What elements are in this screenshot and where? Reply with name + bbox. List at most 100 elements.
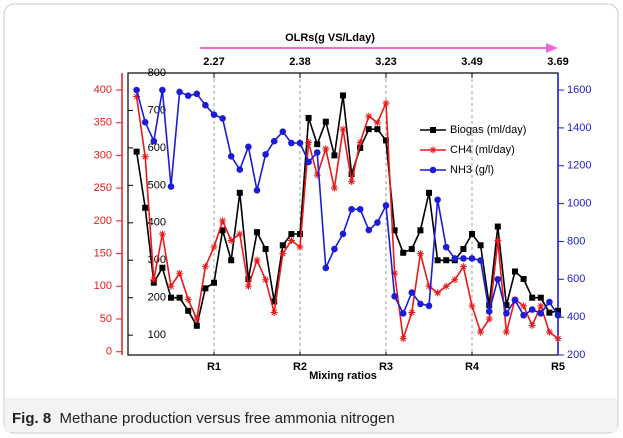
y3-tick-label: 1600	[567, 84, 591, 96]
marker	[133, 93, 141, 101]
marker	[287, 236, 295, 244]
marker	[245, 275, 252, 282]
caption-text: Methane production versus free ammonia n…	[59, 410, 395, 427]
y2-tick-label: 350	[94, 117, 112, 129]
marker	[219, 227, 226, 234]
y3-tick-label: 200	[567, 349, 585, 361]
legend: Biogas (ml/day)CH4 (ml/day)NH3 (g/l)	[420, 124, 526, 176]
marker	[425, 302, 433, 310]
marker	[365, 226, 373, 234]
marker	[167, 282, 175, 290]
marker	[313, 149, 321, 156]
y3-tick-label: 800	[567, 235, 585, 247]
marker	[511, 296, 519, 304]
legend-marker	[429, 146, 437, 154]
marker	[270, 308, 278, 316]
marker	[193, 322, 200, 329]
marker	[554, 335, 562, 343]
marker	[227, 236, 235, 244]
y2-tick-label: 50	[100, 313, 112, 325]
marker	[279, 250, 287, 258]
marker	[288, 231, 295, 238]
marker	[305, 158, 312, 166]
marker	[391, 227, 398, 234]
marker	[236, 230, 244, 238]
x-tick-label: R4	[465, 361, 480, 373]
caption-label: Fig. 8	[12, 410, 52, 427]
marker	[520, 311, 527, 319]
marker	[348, 171, 355, 178]
marker	[168, 294, 174, 301]
marker	[262, 276, 270, 284]
marker	[159, 264, 166, 271]
marker	[391, 269, 399, 277]
plot-frame	[127, 72, 559, 356]
marker	[477, 257, 484, 264]
y3-tick-label: 400	[567, 311, 585, 323]
y-tick-label: 200	[148, 292, 166, 304]
marker	[537, 310, 545, 317]
marker	[330, 184, 338, 192]
marker	[365, 126, 372, 133]
marker	[219, 115, 226, 122]
marker	[296, 243, 304, 251]
marker	[520, 275, 527, 282]
marker	[176, 269, 184, 277]
marker	[373, 119, 381, 127]
marker	[270, 137, 278, 145]
marker	[322, 264, 330, 272]
marker	[520, 302, 528, 310]
marker	[365, 112, 373, 120]
marker	[494, 236, 502, 244]
marker	[348, 178, 356, 186]
y2-tick-label: 100	[94, 280, 112, 292]
marker	[202, 285, 209, 292]
y2-tick-label: 400	[94, 84, 112, 96]
marker	[253, 256, 261, 264]
marker	[374, 219, 381, 226]
marker	[469, 231, 475, 238]
marker	[141, 153, 149, 161]
x-axis-title: Mixing ratios	[309, 370, 377, 382]
marker	[322, 118, 329, 125]
marker	[434, 289, 442, 297]
marker	[400, 249, 407, 256]
marker	[537, 294, 544, 301]
marker	[502, 328, 510, 336]
marker	[528, 322, 536, 330]
marker	[425, 282, 433, 290]
y3-tick-label: 1000	[567, 197, 591, 209]
top-arrow-head	[546, 43, 558, 53]
marker	[331, 152, 338, 159]
marker	[150, 137, 158, 145]
marker	[468, 302, 476, 310]
top-tick-label: 3.23	[375, 56, 396, 68]
marker	[408, 308, 416, 316]
marker	[184, 92, 192, 100]
x-tick-label: R2	[293, 361, 307, 373]
marker	[193, 315, 201, 323]
marker	[141, 118, 149, 126]
marker	[417, 227, 424, 234]
marker	[434, 257, 441, 264]
y-tick-label: 700	[148, 104, 166, 116]
legend-marker	[430, 127, 436, 133]
marker	[512, 268, 518, 275]
marker	[399, 335, 407, 343]
marker	[382, 202, 390, 209]
marker	[340, 92, 346, 99]
top-tick-label: 3.49	[461, 56, 482, 68]
legend-label: Biogas (ml/day)	[450, 124, 526, 136]
marker	[339, 230, 347, 238]
top-tick-label: 2.27	[203, 56, 224, 68]
marker	[408, 289, 416, 296]
marker	[408, 246, 415, 253]
x-tick-label: R3	[379, 361, 393, 373]
marker	[554, 311, 562, 319]
marker	[546, 309, 553, 316]
marker	[322, 145, 330, 153]
marker	[219, 217, 227, 225]
marker	[537, 302, 545, 310]
marker	[296, 139, 304, 147]
